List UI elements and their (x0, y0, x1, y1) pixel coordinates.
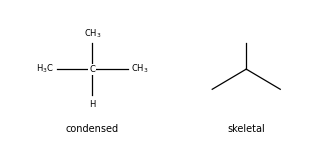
Text: C: C (89, 65, 95, 74)
Text: CH$_3$: CH$_3$ (84, 27, 101, 40)
Text: H: H (89, 100, 96, 109)
Text: CH$_3$: CH$_3$ (131, 63, 149, 75)
Text: condensed: condensed (66, 124, 119, 134)
Text: H$_3$C: H$_3$C (36, 63, 53, 75)
Text: skeletal: skeletal (227, 124, 265, 134)
